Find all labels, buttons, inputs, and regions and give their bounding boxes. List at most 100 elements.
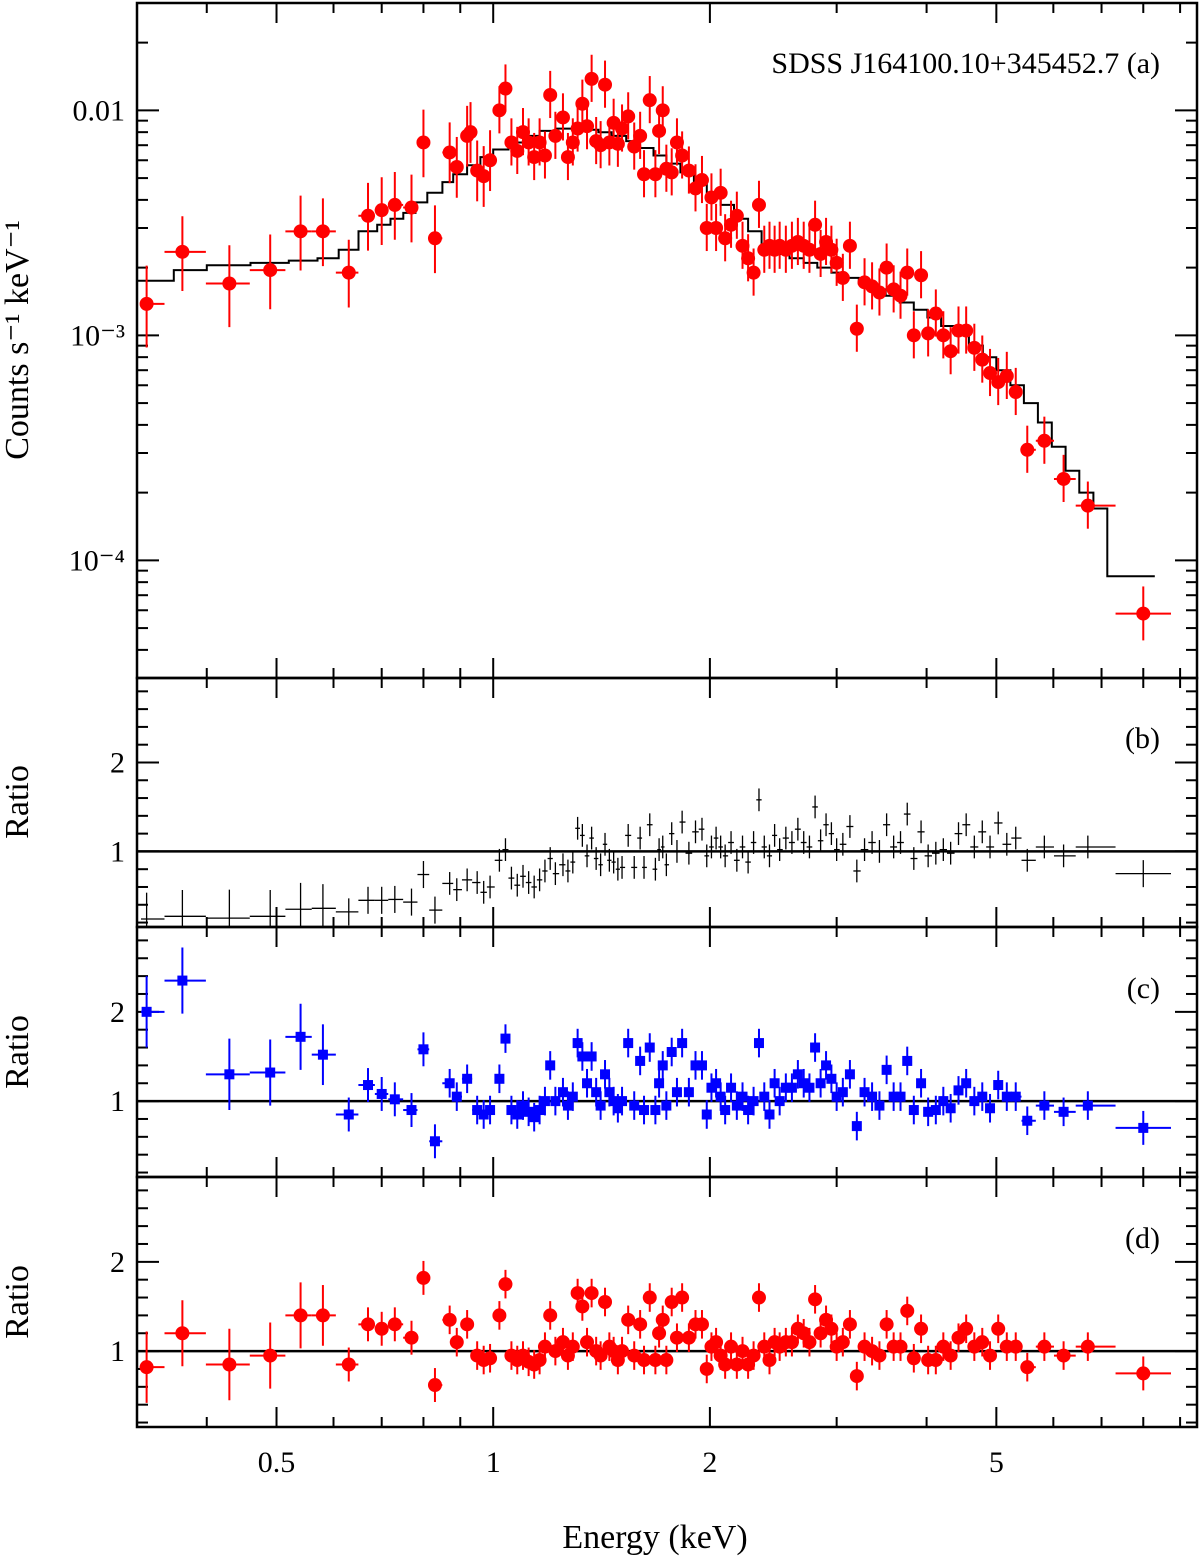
data-point	[461, 1064, 473, 1094]
data-point	[660, 835, 665, 859]
data-point	[1035, 1091, 1054, 1120]
data-point	[893, 1332, 908, 1361]
data-point	[631, 856, 638, 879]
data-point	[851, 1111, 862, 1141]
marker-circle	[1056, 471, 1071, 486]
marker-circle	[293, 1308, 308, 1323]
data-point	[959, 1314, 974, 1344]
data-point	[743, 1095, 754, 1125]
data-point	[403, 1093, 418, 1127]
marker-circle	[900, 265, 915, 280]
marker-square	[881, 1064, 892, 1075]
y-axis-title: Counts s⁻¹ keV⁻¹	[0, 220, 36, 460]
marker-circle	[498, 1277, 513, 1292]
marker-square	[753, 1038, 764, 1049]
marker-square	[711, 1078, 722, 1089]
marker-circle	[222, 276, 237, 291]
data-point	[849, 304, 864, 352]
data-point	[661, 1091, 672, 1120]
data-point	[335, 1097, 359, 1132]
data-point	[575, 816, 580, 840]
marker-square	[993, 1080, 1004, 1091]
data-point	[1020, 425, 1036, 473]
marker-circle	[449, 160, 464, 175]
marker-square	[485, 1105, 496, 1116]
data-point	[1115, 1110, 1171, 1145]
data-point	[485, 1095, 496, 1125]
marker-circle	[936, 328, 951, 343]
marker-square	[902, 1055, 913, 1066]
data-point	[586, 1042, 597, 1071]
data-point	[164, 947, 206, 1014]
marker-circle	[442, 1312, 457, 1327]
data-point	[709, 203, 724, 252]
data-point	[961, 1068, 972, 1098]
marker-circle	[694, 1317, 709, 1332]
marker-circle	[633, 1317, 648, 1332]
marker-square	[1022, 1115, 1033, 1126]
marker-square	[908, 1105, 919, 1116]
data-point	[835, 1327, 850, 1357]
data-point	[480, 880, 487, 904]
data-point	[900, 248, 915, 296]
marker-square	[600, 1069, 611, 1080]
marker-circle	[802, 242, 817, 257]
marker-circle	[669, 1330, 684, 1345]
marker-circle	[1080, 498, 1095, 513]
data-point	[508, 866, 515, 890]
data-point	[991, 1314, 1006, 1344]
data-point	[664, 853, 670, 877]
marker-circle	[718, 1357, 733, 1372]
marker-circle	[498, 81, 513, 96]
marker-circle	[751, 1290, 766, 1305]
data-point	[652, 857, 658, 881]
data-point	[659, 1345, 674, 1375]
marker-circle	[813, 246, 828, 261]
marker-circle	[652, 123, 667, 138]
data-point	[733, 848, 740, 872]
marker-circle	[652, 1326, 667, 1341]
marker-square	[639, 1105, 650, 1116]
data-point	[1011, 826, 1022, 850]
marker-circle	[784, 1335, 799, 1350]
data-point	[205, 245, 250, 328]
data-point	[928, 1345, 943, 1375]
marker-circle	[655, 1312, 670, 1327]
data-point	[943, 327, 958, 375]
data-point	[657, 1051, 668, 1080]
x-tick-label: 5	[989, 1446, 1004, 1479]
data-point	[1115, 586, 1171, 641]
data-point	[967, 323, 982, 371]
data-point	[637, 1345, 652, 1375]
data-point	[835, 253, 850, 301]
data-point	[637, 826, 643, 850]
panel-a-frame	[135, 1, 1199, 680]
data-point	[879, 243, 894, 291]
data-point	[739, 835, 746, 859]
marker-circle	[1037, 433, 1052, 448]
data-point	[536, 868, 543, 892]
marker-circle	[893, 288, 908, 303]
data-point	[598, 60, 613, 108]
data-point	[696, 1051, 707, 1080]
data-point	[387, 1307, 404, 1342]
marker-circle	[709, 1335, 724, 1350]
marker-square	[512, 1109, 523, 1120]
marker-square	[644, 1042, 655, 1053]
marker-circle	[906, 328, 921, 343]
data-point	[600, 1060, 611, 1089]
data-point	[442, 1305, 457, 1335]
marker-circle	[374, 1321, 389, 1336]
marker-circle	[642, 93, 657, 108]
marker-square	[837, 1087, 848, 1098]
data-point	[358, 182, 376, 251]
marker-circle	[584, 71, 599, 86]
data-point	[537, 131, 552, 179]
data-point	[654, 1068, 665, 1098]
data-point	[751, 180, 766, 228]
marker-circle	[921, 326, 936, 341]
panel-label: SDSS J164100.10+345452.7 (a)	[771, 47, 1160, 80]
marker-square	[953, 1085, 964, 1096]
data-point	[726, 1073, 737, 1102]
data-point	[388, 885, 404, 913]
